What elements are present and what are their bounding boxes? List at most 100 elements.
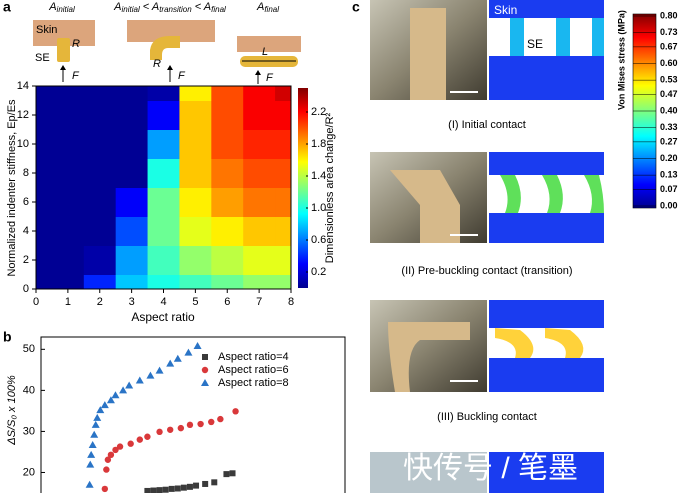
heat-cell xyxy=(275,245,292,275)
title-sub: final xyxy=(211,5,226,14)
heat-cell xyxy=(179,86,212,101)
heat-cell xyxy=(115,100,149,130)
y-tick-label: 12 xyxy=(17,109,29,121)
marker-triangle xyxy=(96,406,105,414)
title-part: < A xyxy=(140,1,159,13)
marker-circle xyxy=(156,428,163,436)
marker-circle xyxy=(144,433,151,440)
schematic-title: Ainitial < Atransition < Afinal xyxy=(113,1,226,14)
fem-pillar xyxy=(495,328,534,358)
panel-c-images: Skin SE 快传号 / 笔墨 xyxy=(370,0,604,493)
heat-cell xyxy=(147,158,180,188)
marker-triangle xyxy=(111,391,120,399)
marker-square xyxy=(156,487,163,494)
heat-cell xyxy=(115,158,149,188)
heat-cell xyxy=(243,187,276,217)
x-tick-label: 4 xyxy=(160,296,166,308)
marker-triangle xyxy=(86,460,95,468)
heat-cell xyxy=(36,100,53,130)
marker-square xyxy=(202,354,208,360)
fem-pillar xyxy=(542,175,563,213)
x-tick-label: 6 xyxy=(224,296,230,308)
marker-triangle xyxy=(106,396,115,404)
heat-cell xyxy=(275,100,292,130)
legend-label: Aspect ratio=6 xyxy=(218,364,289,376)
title-sub: initial xyxy=(57,5,75,14)
marker-circle xyxy=(103,466,110,473)
marker-triangle xyxy=(193,342,202,350)
caption: (II) Pre-buckling contact (transition) xyxy=(401,265,572,277)
marker-triangle xyxy=(119,386,128,394)
heat-cell xyxy=(179,245,212,275)
marker-triangle xyxy=(166,359,175,367)
pillar-photo xyxy=(388,322,470,392)
title-part: < A xyxy=(192,1,211,13)
heat-cell xyxy=(275,86,292,101)
heat-cell xyxy=(147,187,180,217)
heat-cell xyxy=(147,100,180,130)
marker-square xyxy=(168,485,175,492)
marker-square xyxy=(211,479,218,486)
colorbar-tick-label: 0.67 xyxy=(660,41,678,51)
heat-cell xyxy=(243,245,276,275)
heat-cell xyxy=(211,274,244,290)
marker-circle xyxy=(177,424,185,432)
title-sub: initial xyxy=(122,5,140,14)
marker-triangle xyxy=(146,371,155,379)
heat-cell xyxy=(275,158,292,188)
caption: (III) Buckling contact xyxy=(437,411,537,423)
legend-label: Aspect ratio=8 xyxy=(218,377,289,389)
skin-block xyxy=(237,36,301,52)
heat-cell xyxy=(51,245,85,275)
y-tick-label: 14 xyxy=(17,80,29,92)
y-tick-label: 8 xyxy=(23,167,29,179)
heat-cell xyxy=(83,158,117,188)
y-axis-label: Normalized indenter stiffness, Ep/Es xyxy=(6,99,18,277)
panel-label: c xyxy=(352,0,360,15)
y-tick-label: 2 xyxy=(23,254,29,266)
colorbar-tick-label: 0.00 xyxy=(660,200,678,210)
marker-triangle xyxy=(125,381,134,389)
heat-cell xyxy=(83,216,117,246)
heat-cell xyxy=(51,274,85,290)
x-tick-label: 7 xyxy=(256,296,262,308)
marker-square xyxy=(223,471,230,478)
x-tick-label: 2 xyxy=(97,296,103,308)
y-tick-label: 4 xyxy=(23,225,29,237)
heat-cell xyxy=(211,187,244,217)
fem-image xyxy=(489,452,604,493)
schematic-title: Ainitial xyxy=(48,1,75,14)
marker-triangle xyxy=(201,379,209,386)
heat-cell xyxy=(36,216,53,246)
heat-cell xyxy=(243,129,276,159)
marker-triangle xyxy=(91,420,100,428)
caption: (I) Initial contact xyxy=(448,119,526,131)
colorbar-tick-label: 0.27 xyxy=(660,136,678,146)
colorbar-tick-label: 0.47 xyxy=(660,89,678,99)
y-tick-label: 40 xyxy=(23,384,35,396)
arrow-head xyxy=(255,70,261,75)
x-tick-label: 5 xyxy=(192,296,198,308)
fem-pillar xyxy=(556,18,570,56)
marker-square xyxy=(193,482,200,489)
heat-cell xyxy=(36,158,53,188)
title-part: A xyxy=(256,1,264,13)
marker-circle xyxy=(116,443,124,450)
y-tick-label: 0 xyxy=(23,283,29,295)
title-part: A xyxy=(113,1,121,13)
x-tick-label: 1 xyxy=(65,296,71,308)
heat-cell xyxy=(275,274,292,290)
heat-cell xyxy=(211,216,244,246)
fem-gap xyxy=(489,18,604,56)
marker-circle xyxy=(232,408,239,415)
sem-photo xyxy=(370,300,487,392)
heat-cell xyxy=(83,129,117,159)
heat-cell xyxy=(115,187,149,217)
x-tick-label: 3 xyxy=(129,296,135,308)
heat-cell xyxy=(147,129,180,159)
heat-cell xyxy=(179,158,212,188)
marker-circle xyxy=(208,418,215,426)
watermark: 快传号 / 笔墨 xyxy=(403,452,578,485)
heat-cell xyxy=(51,129,85,159)
heat-cell xyxy=(179,216,212,246)
